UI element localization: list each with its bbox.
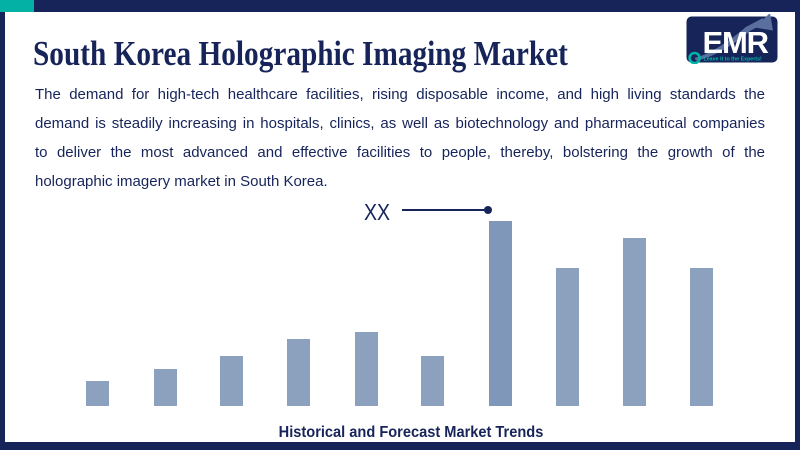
svg-text:EMR: EMR [703, 25, 769, 60]
svg-text:Leave it to the Experts!: Leave it to the Experts! [704, 56, 763, 62]
